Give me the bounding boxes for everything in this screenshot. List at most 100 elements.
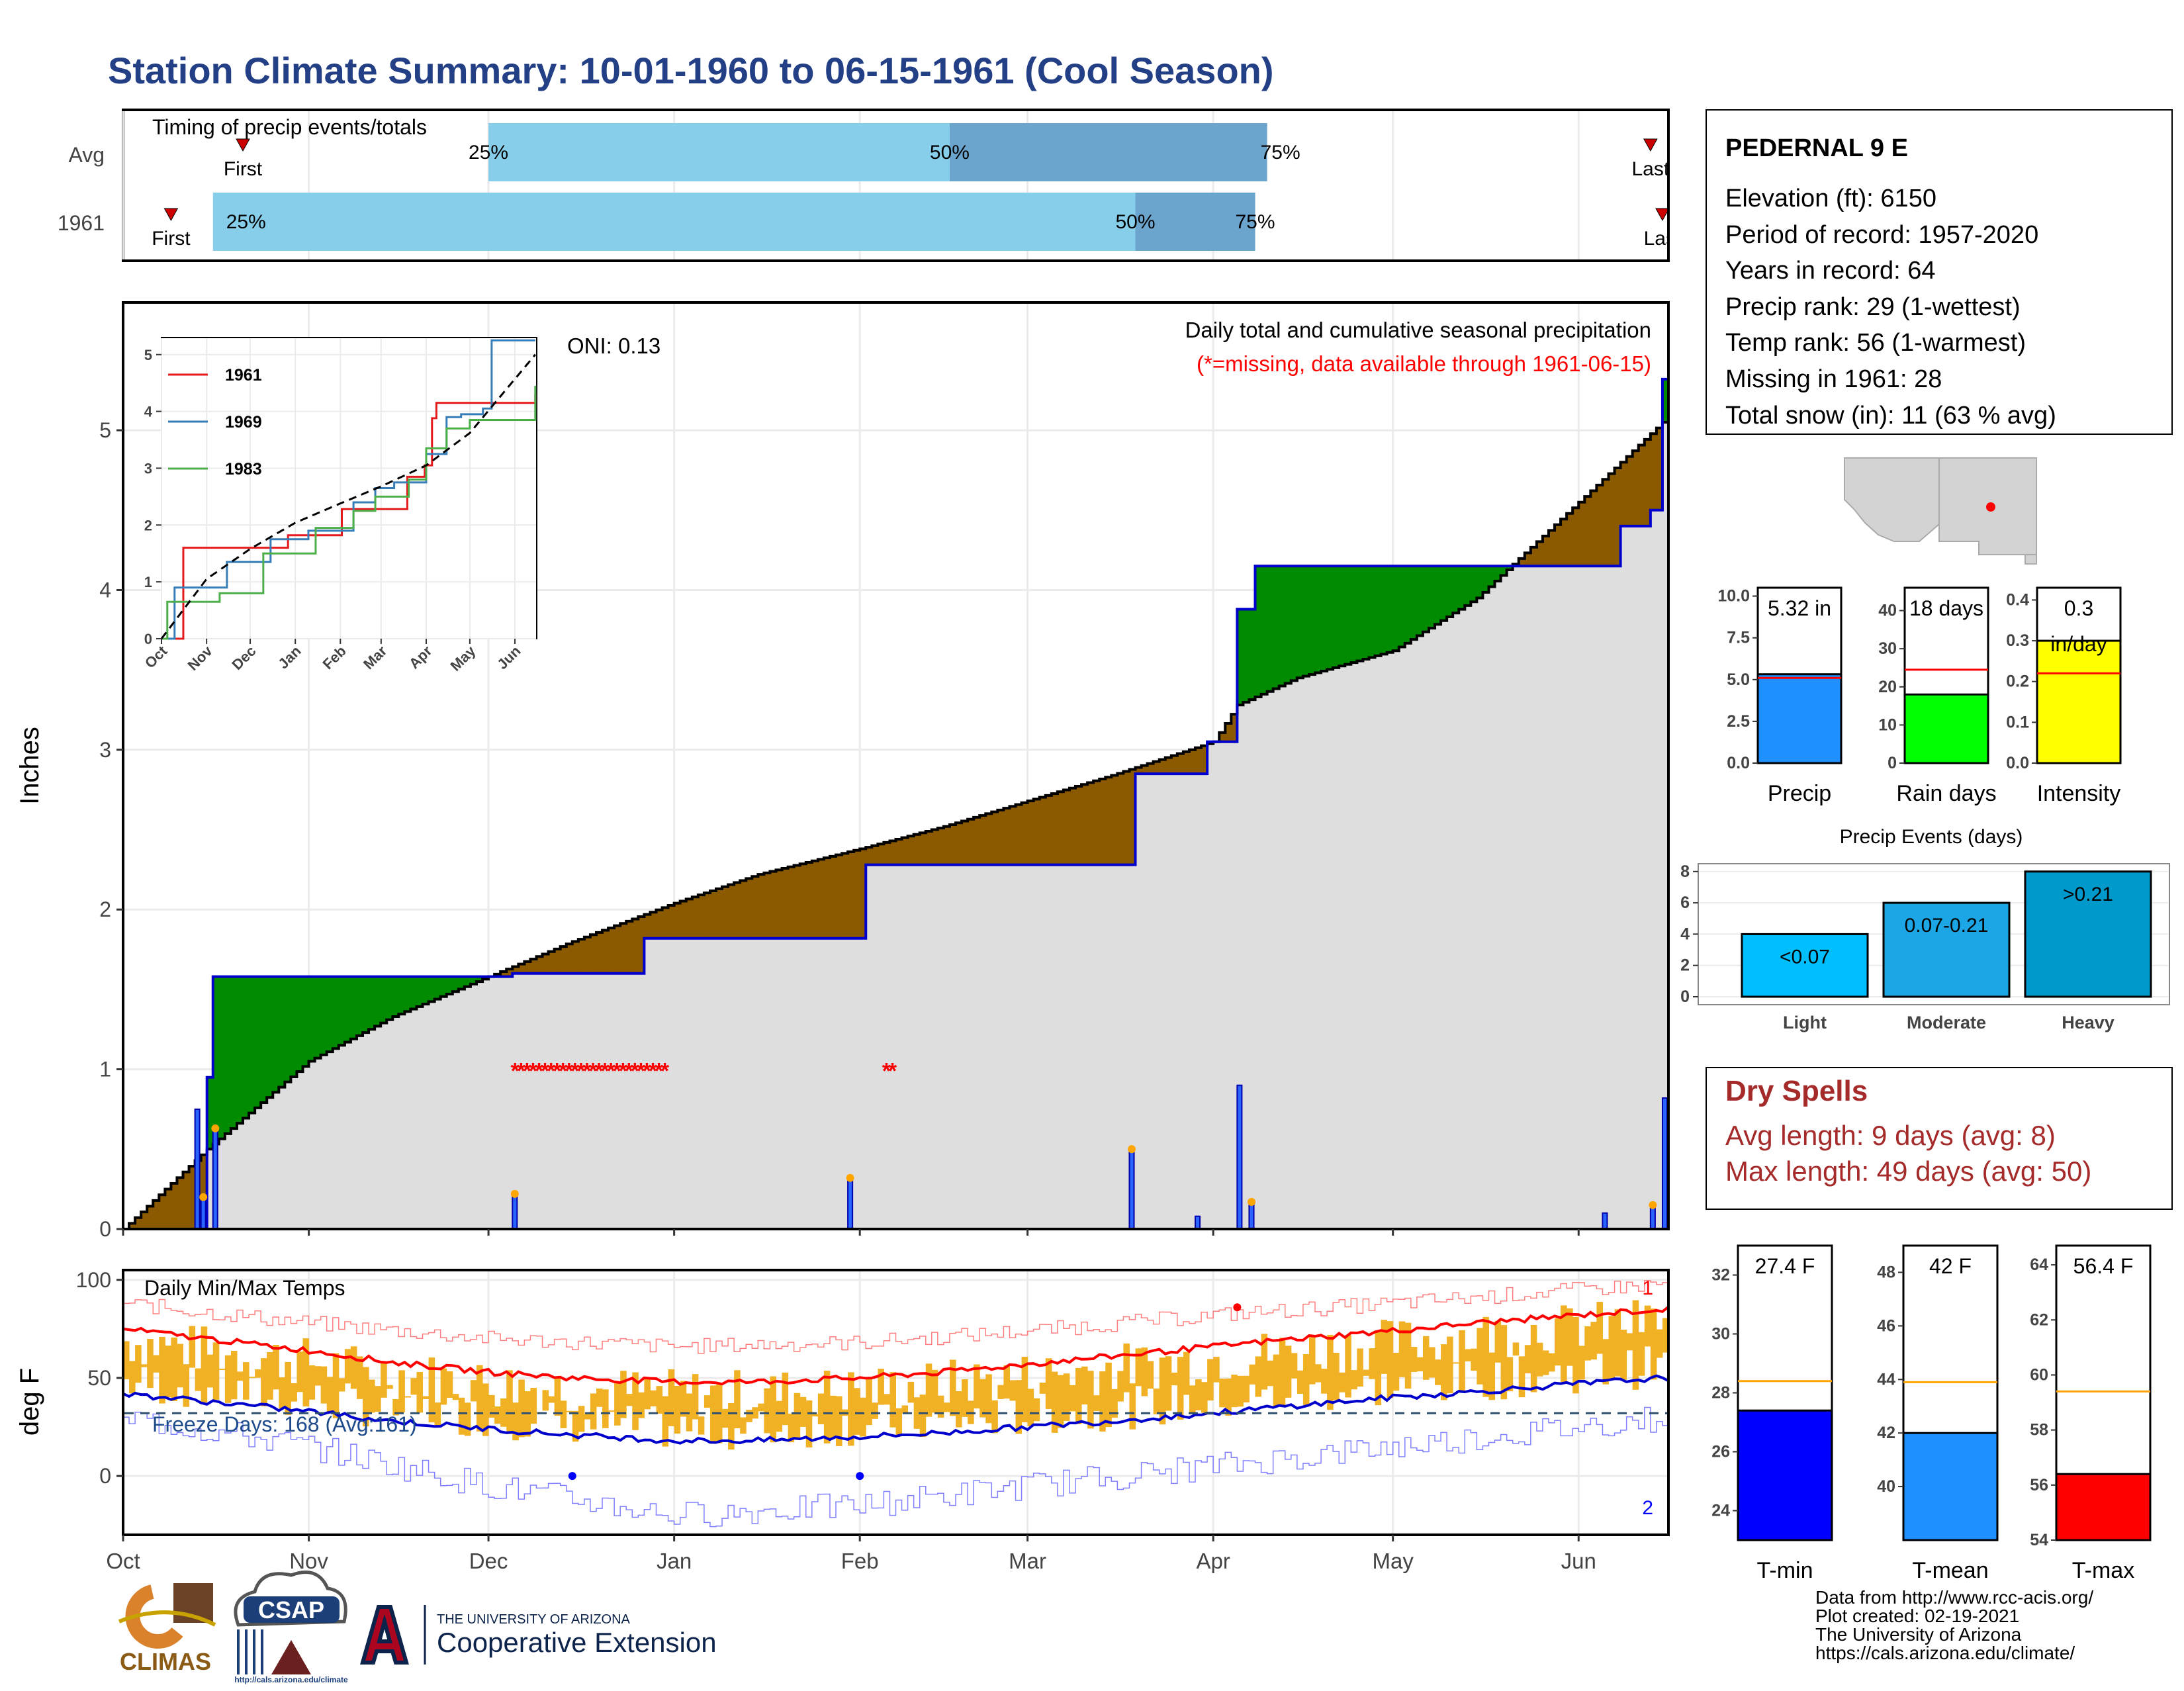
deficit-fill: [1561, 519, 1567, 567]
daily-temp-bar: [752, 1407, 758, 1419]
summary-bar-value-bar: [1756, 673, 1843, 764]
deficit-fill: [674, 903, 681, 938]
summary-bar-ytick-label: 0.2: [2006, 672, 2029, 691]
surplus-fill: [224, 976, 232, 1134]
summary-bar-value-bar: [1903, 693, 1989, 764]
daily-temp-bar: [512, 1402, 519, 1441]
events-category-moderate: Moderate: [1907, 1013, 1986, 1032]
surplus-fill: [369, 976, 375, 1030]
timing-last-clip-group: Last: [1644, 208, 1667, 250]
daily-temp-bar: [1135, 1348, 1142, 1387]
daily-precip-bar: [200, 1196, 206, 1230]
deficit-fill: [842, 853, 848, 938]
daily-temp-bar: [1141, 1347, 1148, 1396]
surplus-fill: [1494, 566, 1502, 581]
deficit-fill: [530, 959, 537, 974]
month-label-Mar: Mar: [1009, 1549, 1046, 1573]
inset-line-1983: [161, 385, 537, 640]
daily-temp-bar: [1638, 1332, 1645, 1376]
events-ytick-label: 0: [1680, 987, 1690, 1006]
daily-temp-bar: [740, 1417, 747, 1434]
daily-temp-bar: [375, 1386, 381, 1412]
inset-ytick-label-3: 3: [144, 460, 152, 477]
surplus-fill: [350, 976, 357, 1039]
deficit-fill: [728, 884, 735, 938]
daily-temp-bar: [350, 1346, 357, 1389]
daily-temp-bar: [884, 1394, 890, 1405]
daily-temp-bar: [919, 1394, 927, 1438]
deficit-fill: [177, 1177, 184, 1229]
timing-bar-25-50-0: [488, 123, 950, 181]
surplus-fill: [243, 976, 250, 1119]
deficit-fill: [854, 850, 860, 938]
summary-bar-ytick-label: 0.0: [1727, 754, 1750, 772]
daily-temp-bar: [135, 1345, 142, 1383]
surplus-fill: [1398, 566, 1406, 647]
daily-temp-bar: [1477, 1328, 1483, 1385]
daily-temp-bar: [1183, 1351, 1190, 1395]
missing-day-marker: *: [511, 1059, 520, 1084]
deficit-fill: [1129, 769, 1136, 865]
station-total-snow: Total snow (in): 11 (63 % avg): [1725, 402, 2056, 430]
deficit-fill: [1626, 456, 1633, 526]
daily-temp-bar: [1177, 1357, 1184, 1420]
deficit-fill: [872, 845, 878, 865]
summary-bar-label: Intensity: [2037, 781, 2121, 806]
events-bar-heavy: [2024, 870, 2152, 998]
deficit-fill: [1518, 558, 1525, 567]
deficit-fill: [584, 937, 591, 974]
surplus-fill: [285, 976, 292, 1082]
daily-temp-bar: [224, 1355, 232, 1403]
daily-temp-bar: [1561, 1305, 1567, 1382]
temp-summary-bar-ytick-label: 30: [1711, 1325, 1730, 1344]
surplus-fill: [452, 976, 459, 992]
missing-day-marker: *: [570, 1059, 580, 1084]
timing-last-label-0: Last: [1631, 158, 1669, 180]
daily-temp-bar: [656, 1386, 663, 1414]
temp-y-axis: 0 50 100: [76, 1268, 123, 1488]
daily-temp-bar: [500, 1398, 507, 1427]
deficit-fill: [1153, 761, 1160, 774]
daily-precip-bar: [1602, 1212, 1608, 1230]
daily-temp-bar: [872, 1402, 878, 1419]
daily-temp-bar: [1614, 1309, 1621, 1377]
temp-summary-bar-ytick-label: 62: [2030, 1310, 2048, 1329]
daily-temp-bar: [206, 1354, 214, 1388]
temp-y-label: deg F: [15, 1368, 44, 1436]
missing-day-marker: *: [565, 1059, 574, 1084]
daily-temp-bar: [159, 1336, 165, 1404]
deficit-fill: [1039, 797, 1046, 865]
daily-temp-bar: [1494, 1320, 1502, 1363]
temp-summary-bar-2: 54 56 58 60 62 64 56.4 F T-max: [2030, 1244, 2152, 1583]
surplus-fill: [1447, 566, 1453, 617]
daily-temp-bar: [985, 1374, 992, 1424]
csap-text: CSAP: [258, 1596, 324, 1623]
deficit-fill: [860, 848, 866, 938]
deficit-fill: [1638, 445, 1645, 526]
daily-temp-bar: [680, 1381, 687, 1417]
footer-logos: CLIMAS CSAP http://cals.arizona.edu/clim…: [118, 1571, 717, 1684]
surplus-fill: [1285, 566, 1292, 684]
daily-temp-bar: [956, 1391, 962, 1428]
events-bar-label-heavy: >0.21: [2063, 884, 2113, 905]
daily-temp-bar: [1207, 1359, 1214, 1401]
timing-row-label-year: 1961: [58, 211, 105, 235]
daily-temp-bar: [1488, 1352, 1496, 1400]
daily-temp-bar: [410, 1378, 417, 1395]
locator-map: [1844, 457, 2037, 565]
daily-temp-bar: [1351, 1370, 1357, 1390]
daily-temp-bar: [746, 1410, 752, 1422]
summary-bar-label: Precip: [1768, 781, 1831, 806]
daily-temp-bar: [195, 1368, 202, 1391]
missing-day-marker: *: [553, 1059, 562, 1084]
timing-bar-50-75-1: [1135, 193, 1255, 251]
deficit-fill: [776, 870, 783, 938]
deficit-fill: [1650, 434, 1657, 510]
surplus-fill: [1500, 566, 1508, 576]
deficit-fill: [536, 956, 543, 974]
surplus-fill: [398, 976, 405, 1015]
daily-temp-bar: [811, 1414, 819, 1417]
deficit-fill: [1231, 714, 1238, 742]
daily-temp-bar: [422, 1396, 430, 1399]
record-high-line: [123, 1280, 1669, 1354]
